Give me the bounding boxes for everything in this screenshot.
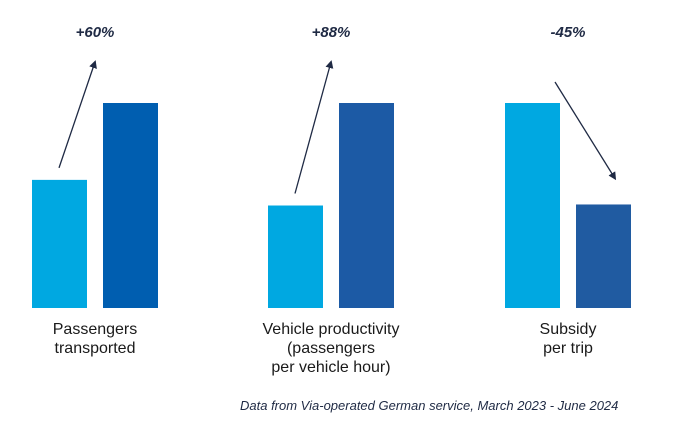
category-label-2-line-2: (passengers bbox=[287, 340, 375, 357]
trend-arrow-2 bbox=[294, 60, 334, 194]
bar-3-before bbox=[505, 103, 560, 308]
change-label-3: -45% bbox=[550, 24, 585, 41]
category-label-1-line-1: Passengers bbox=[53, 321, 138, 338]
trend-arrow-3 bbox=[554, 81, 617, 181]
bar-1-after bbox=[103, 103, 158, 308]
bar-2-before bbox=[268, 205, 323, 308]
category-label-3-line-1: Subsidy bbox=[540, 321, 597, 338]
category-label-3-line-2: per trip bbox=[543, 340, 593, 357]
bar-3-after bbox=[576, 204, 631, 308]
category-label-2-line-1: Vehicle productivity bbox=[263, 321, 400, 338]
change-label-2: +88% bbox=[312, 24, 351, 41]
bar-2-after bbox=[339, 103, 394, 308]
category-label-1-line-2: transported bbox=[55, 340, 136, 357]
footnote: Data from Via-operated German service, M… bbox=[240, 398, 619, 413]
trend-arrow-1 bbox=[58, 60, 97, 169]
bar-1-before bbox=[32, 179, 87, 308]
category-label-2-line-3: per vehicle hour) bbox=[271, 359, 390, 376]
change-label-1: +60% bbox=[76, 24, 115, 41]
